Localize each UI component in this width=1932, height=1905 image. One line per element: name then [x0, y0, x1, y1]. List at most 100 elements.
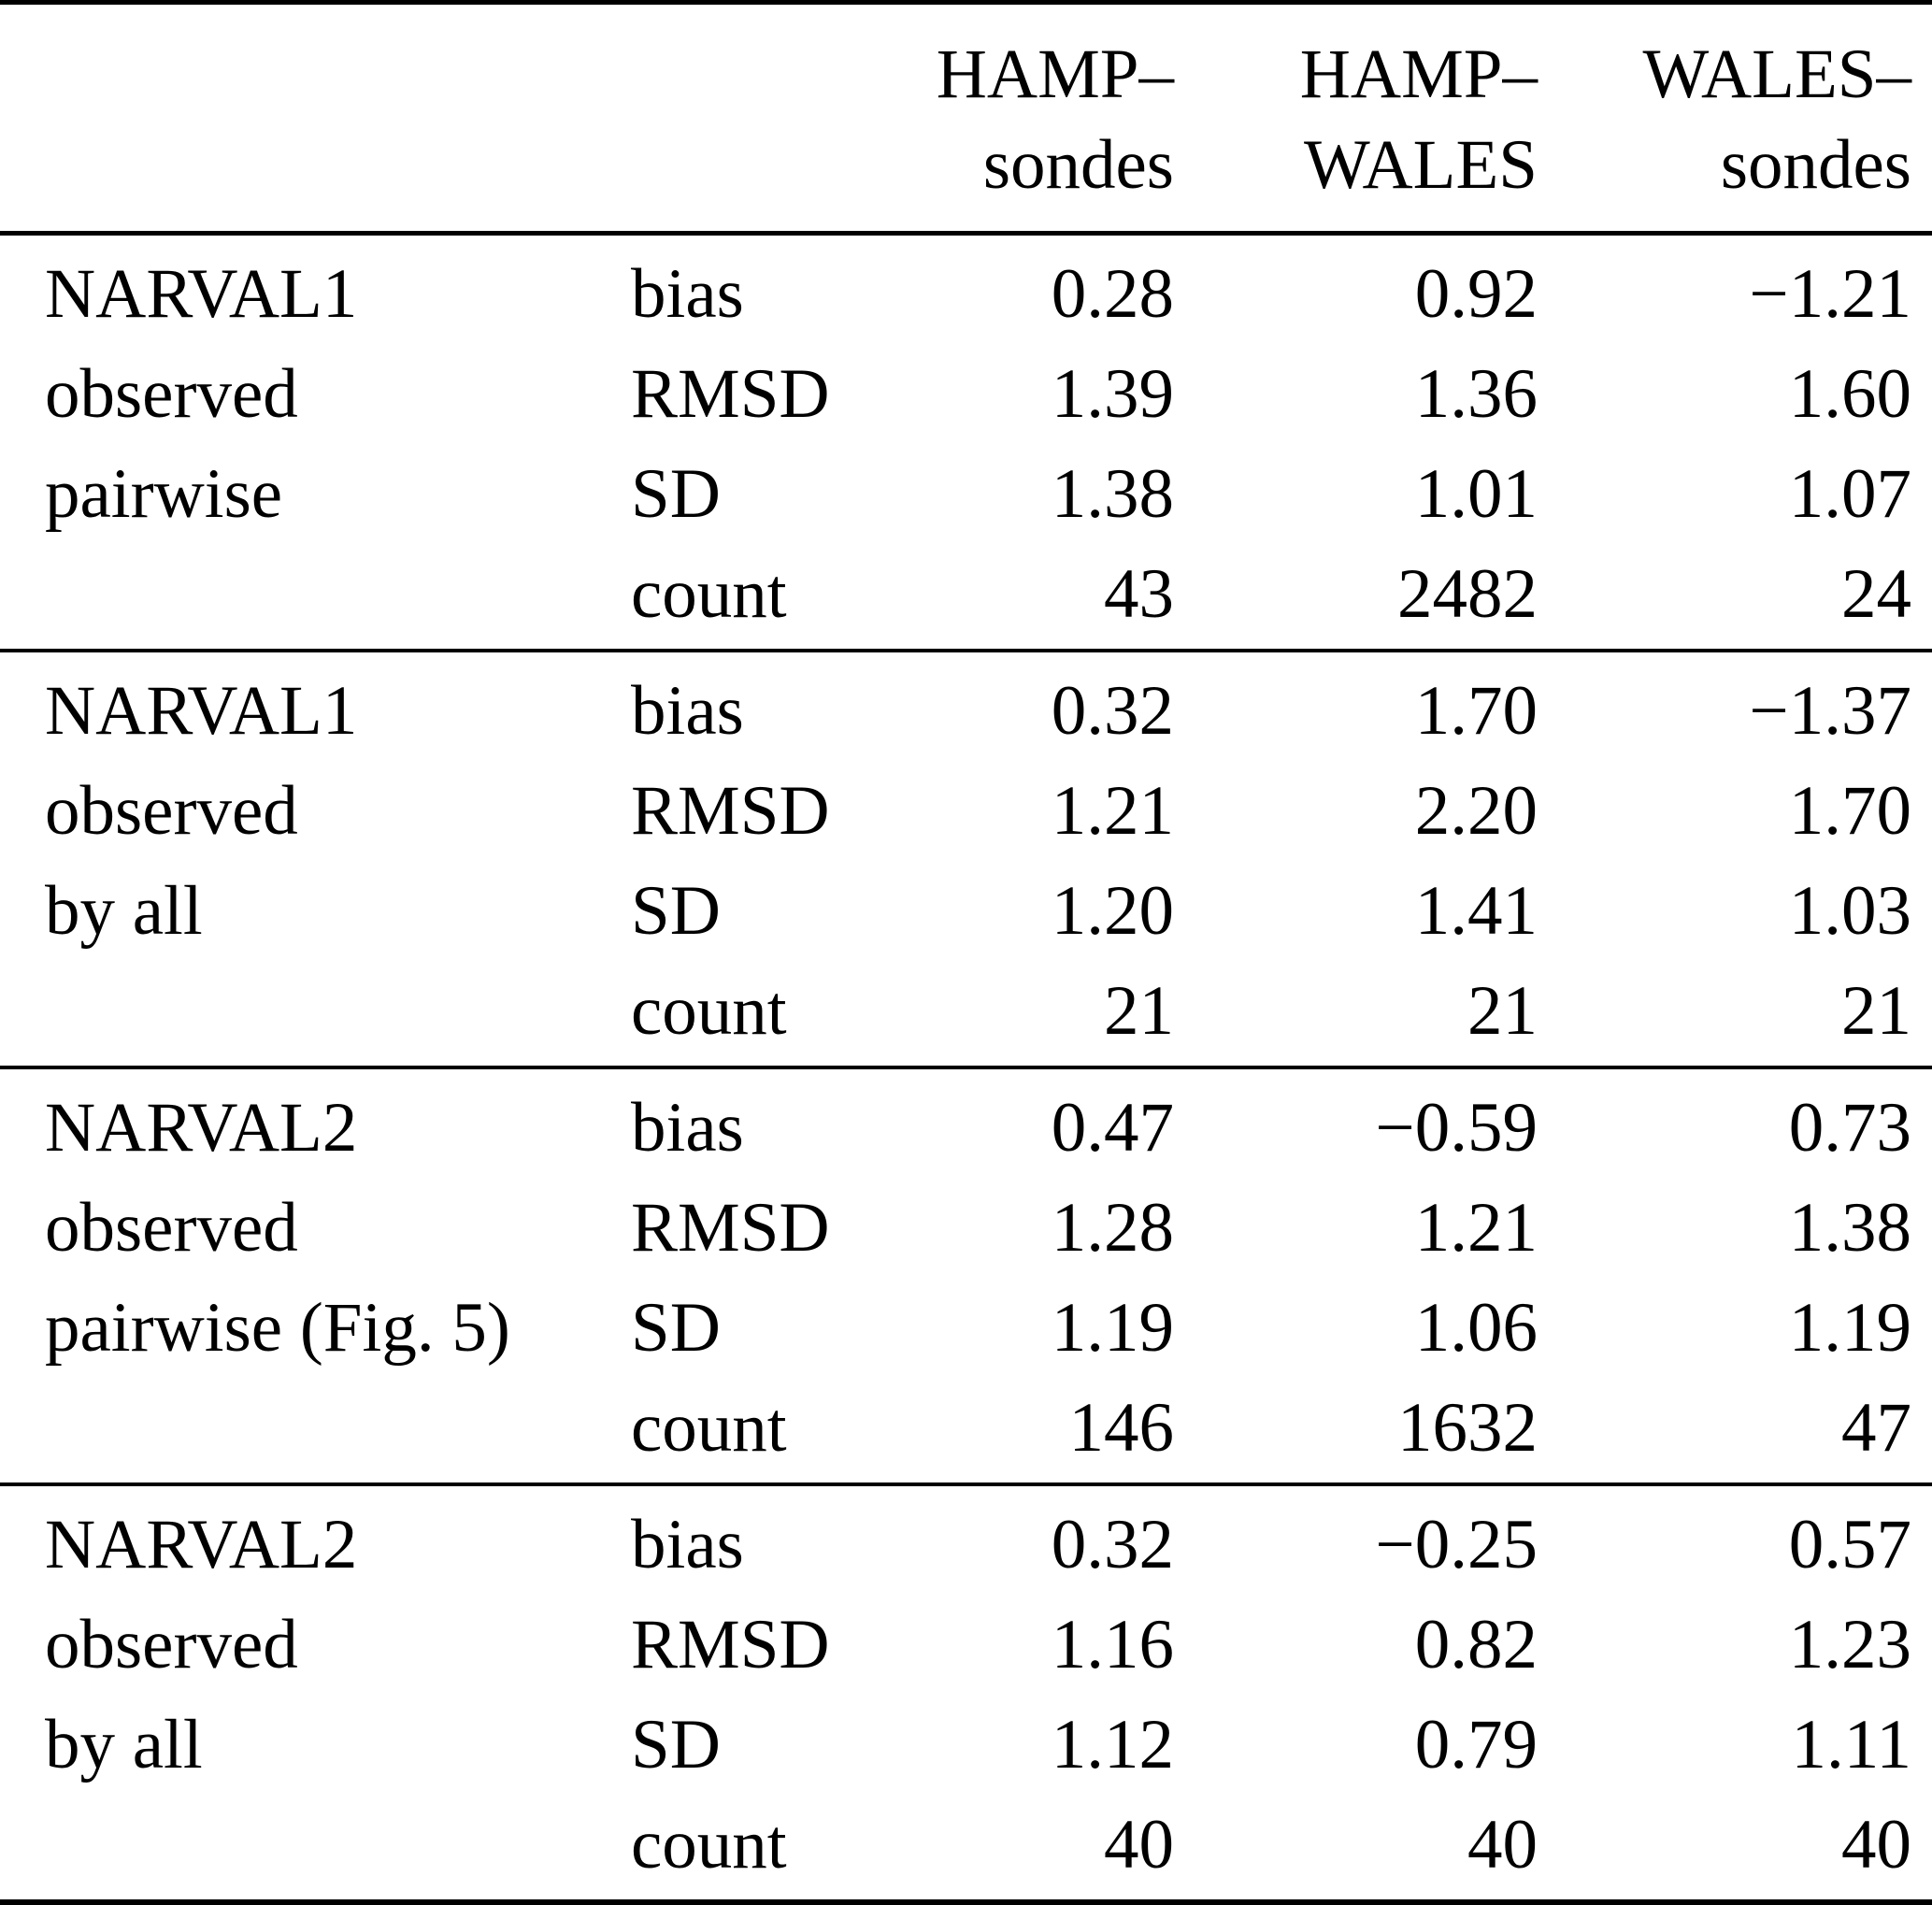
value-cell: −1.37 [1749, 672, 1911, 750]
header-line: WALES [1304, 126, 1538, 204]
value-cell: 1.60 [1788, 355, 1911, 433]
group-narval2-pairwise: NARVAL2 bias 0.47 −0.59 0.73 observed RM… [0, 1067, 1932, 1484]
value-cell: 1.38 [1051, 455, 1174, 533]
value-cell: 0.47 [1051, 1089, 1174, 1167]
table-row: observed RMSD 1.28 1.21 1.38 [0, 1182, 1932, 1282]
group-label: observed [45, 1189, 298, 1267]
value-cell: 0.28 [1051, 255, 1174, 333]
value-cell: 1.12 [1051, 1706, 1174, 1783]
value-cell: 1.07 [1788, 455, 1911, 533]
empty-header-cell [0, 3, 631, 234]
value-cell: 40 [1104, 1806, 1174, 1884]
stat-label: count [631, 972, 787, 1050]
group-label [0, 549, 631, 651]
table-row: count 21 21 21 [0, 966, 1932, 1067]
table-row: count 40 40 40 [0, 1799, 1932, 1902]
group-label: NARVAL2 [45, 1089, 358, 1167]
value-cell: 43 [1104, 555, 1174, 633]
value-cell: 0.82 [1414, 1606, 1538, 1683]
value-cell: 0.32 [1051, 1506, 1174, 1583]
group-label: NARVAL1 [45, 672, 358, 750]
group-label: by all [45, 872, 203, 950]
value-cell: 1.11 [1791, 1706, 1911, 1783]
group-label [0, 1799, 631, 1902]
value-cell: 1.01 [1414, 455, 1538, 533]
header-line: HAMP– [936, 36, 1174, 113]
value-cell: 2482 [1397, 555, 1538, 633]
table-row: count 146 1632 47 [0, 1382, 1932, 1484]
table-header: HAMP– sondes HAMP– WALES WALES– sondes [0, 3, 1932, 234]
value-cell: 1.06 [1414, 1289, 1538, 1367]
value-cell: 0.32 [1051, 672, 1174, 750]
header-line: sondes [1720, 126, 1911, 204]
group-label [0, 966, 631, 1067]
stat-label: RMSD [631, 772, 830, 850]
value-cell: 24 [1841, 555, 1911, 633]
value-cell: 1.21 [1051, 772, 1174, 850]
value-cell: 2.20 [1414, 772, 1538, 850]
value-cell: 1.19 [1051, 1289, 1174, 1367]
header-row: HAMP– sondes HAMP– WALES WALES– sondes [0, 3, 1932, 234]
stat-label: RMSD [631, 355, 830, 433]
column-header-wales-sondes: WALES– sondes [1538, 3, 1932, 234]
stat-label: SD [631, 455, 721, 533]
value-cell: 1.21 [1414, 1189, 1538, 1267]
header-line: sondes [982, 126, 1174, 204]
value-cell: 0.73 [1788, 1089, 1911, 1167]
stat-label: count [631, 555, 787, 633]
group-label: observed [45, 355, 298, 433]
stat-label: SD [631, 1289, 721, 1367]
header-line: WALES– [1642, 36, 1911, 113]
value-cell: 47 [1841, 1389, 1911, 1467]
table-row: count 43 2482 24 [0, 549, 1932, 651]
value-cell: 0.79 [1414, 1706, 1538, 1783]
table-row: pairwise SD 1.38 1.01 1.07 [0, 449, 1932, 549]
value-cell: 1.70 [1414, 672, 1538, 750]
stat-label: bias [631, 1089, 744, 1167]
group-label: observed [45, 772, 298, 850]
group-label: by all [45, 1706, 203, 1783]
value-cell: 40 [1841, 1806, 1911, 1884]
value-cell: 21 [1841, 972, 1911, 1050]
stat-label: RMSD [631, 1189, 830, 1267]
group-narval2-by-all: NARVAL2 bias 0.32 −0.25 0.57 observed RM… [0, 1484, 1932, 1902]
value-cell: 146 [1068, 1389, 1175, 1467]
table-row: observed RMSD 1.21 2.20 1.70 [0, 766, 1932, 866]
stat-label: RMSD [631, 1606, 830, 1683]
value-cell: 40 [1467, 1806, 1538, 1884]
value-cell: 1.28 [1051, 1189, 1174, 1267]
column-header-hamp-wales: HAMP– WALES [1174, 3, 1538, 234]
value-cell: 1.19 [1788, 1289, 1911, 1367]
stat-label: SD [631, 1706, 721, 1783]
value-cell: 0.92 [1414, 255, 1538, 333]
table-row: NARVAL1 bias 0.28 0.92 −1.21 [0, 234, 1932, 350]
value-cell: 1.20 [1051, 872, 1174, 950]
table-row: by all SD 1.20 1.41 1.03 [0, 866, 1932, 966]
stat-label: SD [631, 872, 721, 950]
value-cell: 1.23 [1788, 1606, 1911, 1683]
table-row: NARVAL2 bias 0.47 −0.59 0.73 [0, 1067, 1932, 1182]
value-cell: 1.16 [1051, 1606, 1174, 1683]
stat-label: count [631, 1806, 787, 1884]
value-cell: −0.25 [1375, 1506, 1538, 1583]
group-narval1-pairwise: NARVAL1 bias 0.28 0.92 −1.21 observed RM… [0, 234, 1932, 651]
group-label: pairwise [45, 455, 283, 533]
value-cell: 0.57 [1788, 1506, 1911, 1583]
table-row: by all SD 1.12 0.79 1.11 [0, 1699, 1932, 1799]
group-label [0, 1382, 631, 1484]
stat-label: bias [631, 672, 744, 750]
table-row: NARVAL2 bias 0.32 −0.25 0.57 [0, 1484, 1932, 1599]
stat-label: bias [631, 1506, 744, 1583]
value-cell: 1.36 [1414, 355, 1538, 433]
column-header-hamp-sondes: HAMP– sondes [911, 3, 1174, 234]
value-cell: 21 [1104, 972, 1174, 1050]
value-cell: 1.38 [1788, 1189, 1911, 1267]
empty-header-cell [631, 3, 911, 234]
group-label: NARVAL2 [45, 1506, 358, 1583]
stat-label: bias [631, 255, 744, 333]
group-label: pairwise (Fig. 5) [45, 1289, 510, 1367]
value-cell: 21 [1467, 972, 1538, 1050]
value-cell: 1.41 [1414, 872, 1538, 950]
value-cell: 1632 [1397, 1389, 1538, 1467]
